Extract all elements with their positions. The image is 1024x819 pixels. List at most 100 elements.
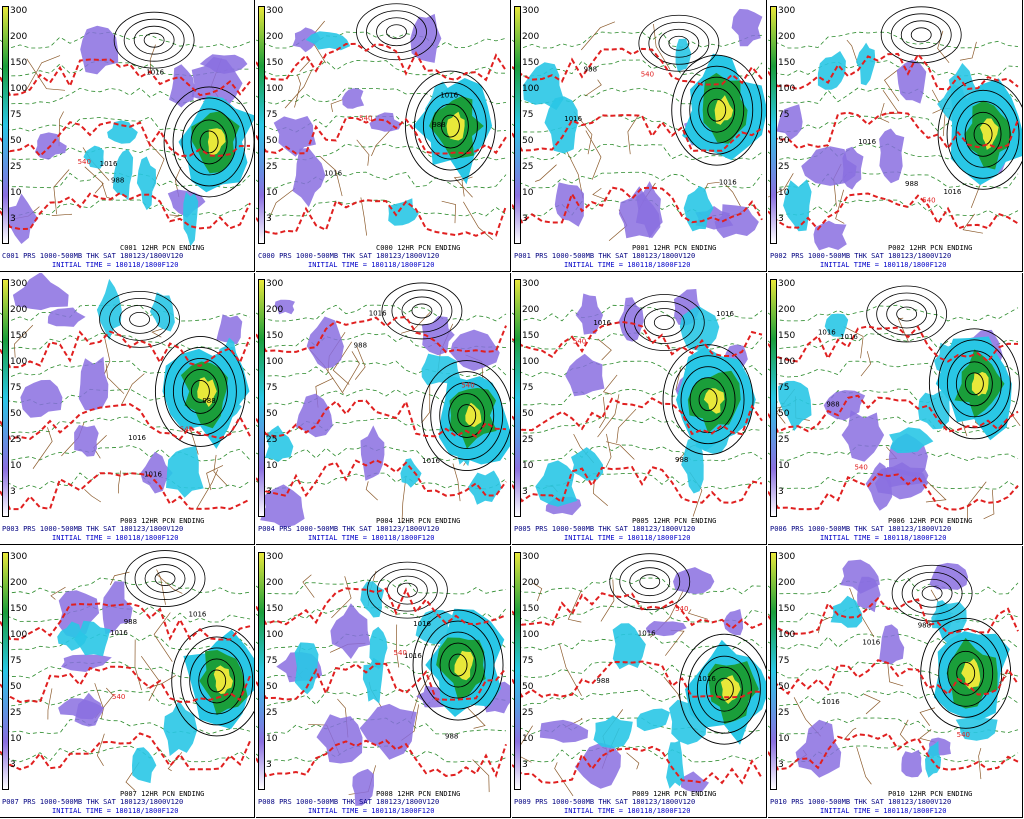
scale-label: 150 xyxy=(10,58,28,68)
state-border xyxy=(121,373,145,405)
contour-label: 1016 xyxy=(110,629,128,637)
storm-precip-core xyxy=(446,111,465,141)
precip-area-moderate xyxy=(112,149,134,201)
scale-label: 75 xyxy=(778,656,790,666)
state-border xyxy=(96,733,105,767)
isobar xyxy=(198,658,236,704)
precip-scale: 300 200 150 100 75 50 25 10 3 xyxy=(258,6,283,244)
isobar xyxy=(901,571,963,615)
state-border xyxy=(863,693,881,715)
contour-label: 988 xyxy=(202,397,215,405)
state-border xyxy=(959,41,977,61)
contour-label: 540 xyxy=(180,425,193,433)
precip-area-moderate xyxy=(166,445,204,498)
precip-area-light xyxy=(20,379,63,418)
panel-caption: P005 PRS 1000-500MB THK SAT 180123/1800V… xyxy=(514,525,696,533)
scale-label: 50 xyxy=(522,682,534,692)
thickness-contour xyxy=(768,59,1019,77)
contour-label: 988 xyxy=(826,401,839,409)
precip-scale: 300 200 150 100 75 50 25 10 3 xyxy=(514,552,539,790)
panel-caption: C001 PRS 1000-500MB THK SAT 180123/1800V… xyxy=(2,252,184,260)
scale-label: 100 xyxy=(266,630,284,640)
map-panel-p007: 1016 1016 988 540 300 200 150 100 75 50 25 10 3 P007 … xyxy=(0,546,255,818)
state-border xyxy=(268,188,296,220)
precip-area-light xyxy=(795,719,842,778)
scale-label: 300 xyxy=(10,552,28,562)
scale-label: 50 xyxy=(266,682,278,692)
precip-area-moderate xyxy=(467,470,502,505)
state-border xyxy=(703,181,720,192)
isobar xyxy=(937,339,1011,429)
state-border xyxy=(463,201,493,240)
state-border xyxy=(593,482,609,506)
contour-label: 988 xyxy=(111,176,124,184)
scale-bar xyxy=(770,279,777,517)
contour-label: 988 xyxy=(675,456,688,464)
state-border xyxy=(319,155,343,197)
state-border xyxy=(332,341,352,385)
panel-title: P009 12HR PCN ENDING xyxy=(632,790,717,798)
isobar xyxy=(189,647,245,715)
panel-title: C000 12HR PCN ENDING xyxy=(376,244,461,252)
panel-title: P003 12HR PCN ENDING xyxy=(120,517,205,525)
precip-area-light xyxy=(169,64,195,108)
scale-label: 200 xyxy=(522,578,540,588)
isobar xyxy=(411,303,433,319)
isobar xyxy=(181,108,237,176)
scale-label: 25 xyxy=(266,708,278,718)
thickness-contour xyxy=(512,144,763,161)
scale-label: 25 xyxy=(10,162,22,172)
isobar xyxy=(619,560,681,604)
scale-label: 200 xyxy=(522,32,540,42)
thickness-contour xyxy=(256,199,507,217)
scale-label: 150 xyxy=(778,58,796,68)
scale-label: 3 xyxy=(10,214,16,224)
state-border xyxy=(565,149,584,199)
thickness-contour xyxy=(0,304,251,322)
precip-area-light xyxy=(618,186,661,239)
thickness-540-line xyxy=(512,592,763,630)
scale-label: 200 xyxy=(266,305,284,315)
contour-label: 1016 xyxy=(840,333,858,341)
precip-area-moderate xyxy=(388,198,419,226)
state-border xyxy=(342,351,360,392)
thickness-contour xyxy=(0,171,251,189)
precip-map: 1016 1016 988 540 xyxy=(256,3,507,240)
contour-label: 1016 xyxy=(564,115,582,123)
isobar xyxy=(401,296,443,326)
thickness-contour xyxy=(768,115,1019,133)
thickness-540-line xyxy=(768,473,1019,511)
precip-area-moderate xyxy=(817,51,846,90)
state-border xyxy=(53,169,70,215)
isobar xyxy=(430,371,504,460)
scale-label: 3 xyxy=(778,214,784,224)
thickness-contour xyxy=(0,31,251,49)
panel-initial-time: INITIAL TIME = 180118/1800F120 xyxy=(564,807,691,815)
isobar xyxy=(638,14,720,72)
precip-area-light xyxy=(260,484,305,528)
contour-label: 988 xyxy=(596,677,609,685)
state-border xyxy=(365,481,378,501)
thickness-540-line xyxy=(0,191,251,231)
precip-scale: 300 200 150 100 75 50 25 10 3 xyxy=(258,279,283,517)
precip-area-moderate xyxy=(955,717,998,741)
isobar xyxy=(421,620,495,710)
precip-map: 1016 1016 988 540 xyxy=(512,289,763,517)
thickness-540-line xyxy=(768,111,1019,151)
state-border xyxy=(472,759,490,793)
precip-map: 1016 1016 988 540 xyxy=(256,282,510,528)
precip-area-light xyxy=(316,714,363,764)
precip-area-light xyxy=(7,193,39,244)
scale-label: 10 xyxy=(522,461,534,471)
state-border xyxy=(32,427,53,469)
isobar xyxy=(448,653,468,677)
isobar xyxy=(648,21,710,65)
thickness-540-line xyxy=(0,665,251,704)
isobar xyxy=(609,553,691,611)
scale-label: 150 xyxy=(522,58,540,68)
precip-area-moderate xyxy=(149,292,175,332)
precip-scale: 300 200 150 100 75 50 25 10 3 xyxy=(2,552,27,790)
thickness-contour xyxy=(768,199,1019,217)
scale-label: 3 xyxy=(522,487,528,497)
